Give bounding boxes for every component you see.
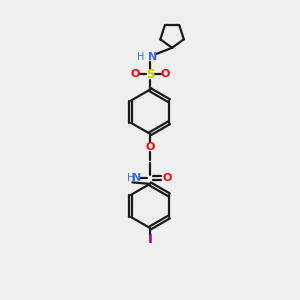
- Text: O: O: [162, 173, 172, 183]
- Text: H: H: [127, 173, 134, 183]
- Text: O: O: [130, 69, 140, 79]
- Text: S: S: [146, 68, 154, 81]
- Text: H: H: [137, 52, 144, 62]
- Text: O: O: [160, 69, 170, 79]
- Text: N: N: [148, 52, 157, 62]
- Text: I: I: [148, 233, 152, 246]
- Text: N: N: [131, 173, 141, 183]
- Text: O: O: [145, 142, 155, 152]
